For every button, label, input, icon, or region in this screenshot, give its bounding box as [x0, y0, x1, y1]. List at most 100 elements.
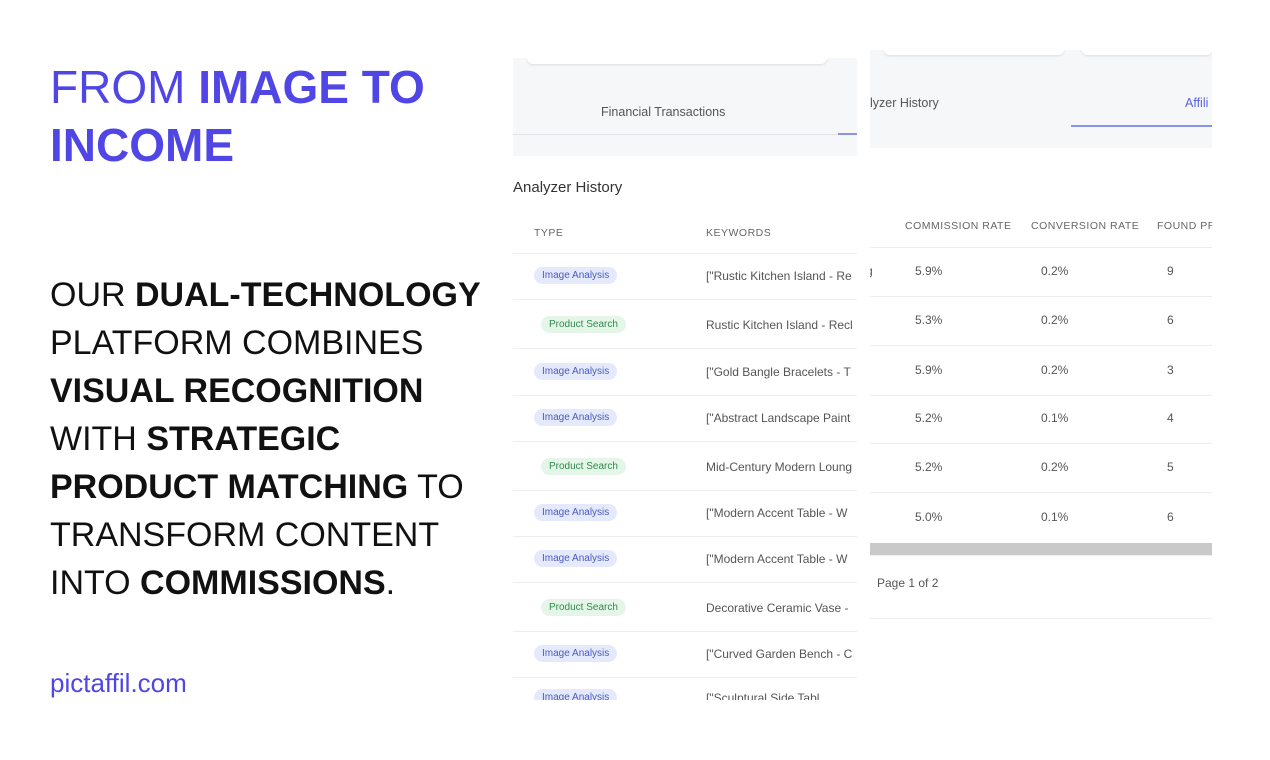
row-divider: [870, 345, 1212, 346]
text: .: [385, 564, 396, 602]
text: TRANSFORM CONTENT: [50, 516, 440, 554]
cell: 4: [1167, 411, 1174, 425]
pagination: Page 1 of 2: [877, 576, 939, 590]
type-badge: Product Search: [541, 316, 626, 333]
keyword: ["Modern Accent Table - W: [706, 506, 848, 520]
keyword-fragment: g: [870, 264, 873, 278]
divider: [870, 618, 1212, 619]
keyword: ["Sculptural Side Tabl: [706, 691, 820, 700]
cell: 0.2%: [1041, 460, 1069, 474]
cell: 5.2%: [915, 460, 943, 474]
tab-underline: [838, 133, 857, 135]
row-divider: [513, 299, 857, 300]
cell: 0.2%: [1041, 264, 1069, 278]
headline-line: FROM IMAGE TO: [50, 58, 425, 116]
cell: 5.9%: [915, 363, 943, 377]
cell: 0.2%: [1041, 313, 1069, 327]
text: OUR: [50, 276, 135, 314]
row-divider: [870, 395, 1212, 396]
row-divider: [870, 492, 1212, 493]
text: INTO: [50, 564, 141, 602]
row-divider: [513, 582, 857, 583]
text: TO: [408, 468, 464, 506]
website: pictaffil.com: [50, 668, 187, 698]
cell: 0.2%: [1041, 363, 1069, 377]
cell: 9: [1167, 264, 1174, 278]
body-line: OUR DUAL-TECHNOLOGY: [50, 271, 481, 319]
bold-text: INCOME: [50, 119, 234, 171]
headline-line: INCOME: [50, 116, 234, 174]
type-badge: Image Analysis: [534, 363, 618, 380]
cell: 0.1%: [1041, 411, 1069, 425]
keyword: Mid-Century Modern Loung: [706, 460, 853, 474]
type-badge: Image Analysis: [534, 550, 618, 567]
scrollbar: [870, 543, 1212, 555]
row-divider: [870, 296, 1212, 297]
card-edge: [527, 58, 827, 64]
keyword: ["Gold Bangle Bracelets - T: [706, 365, 851, 379]
cell: 5.0%: [915, 510, 943, 524]
type-badge: Image Analysis: [534, 267, 618, 284]
cell: 5.2%: [915, 411, 943, 425]
text: WITH: [50, 420, 147, 458]
body-line: VISUAL RECOGNITION: [50, 367, 423, 415]
analyzer-panel: Financial Transactions Analyzer History …: [513, 58, 857, 700]
bold-text: STRATEGIC: [146, 420, 341, 458]
tab-underline: [1071, 125, 1212, 127]
divider: [870, 247, 1212, 248]
row-divider: [513, 631, 857, 632]
column-header: FOUND PR: [1157, 220, 1212, 232]
body-line: PLATFORM COMBINES: [50, 319, 423, 367]
row-divider: [870, 443, 1212, 444]
text: PLATFORM COMBINES: [50, 324, 424, 362]
section-title: Analyzer History: [513, 179, 623, 196]
cell: 6: [1167, 510, 1174, 524]
bold-text: COMMISSIONS: [140, 564, 386, 602]
body-line: INTO COMMISSIONS.: [50, 559, 395, 607]
cell: 3: [1167, 363, 1174, 377]
cell: 0.1%: [1041, 510, 1069, 524]
type-badge: Image Analysis: [534, 504, 618, 521]
tab-bar: [870, 50, 1212, 148]
type-badge: Image Analysis: [534, 409, 618, 426]
cell: 6: [1167, 313, 1174, 327]
tab-line: [513, 134, 857, 135]
tab[interactable]: lyzer History: [870, 96, 939, 110]
column-header: COMMISSION RATE: [905, 220, 1012, 232]
keyword: Rustic Kitchen Island - Recl: [706, 318, 853, 332]
row-divider: [513, 536, 857, 537]
tab[interactable]: Financial Transactions: [601, 105, 726, 119]
body-line: TRANSFORM CONTENT: [50, 511, 439, 559]
text: FROM: [50, 61, 199, 113]
row-divider: [513, 441, 857, 442]
divider: [870, 555, 1212, 556]
affiliate-panel: lyzer History Affili Page 1 of 2 COMMISS…: [870, 50, 1212, 692]
bold-text: DUAL-TECHNOLOGY: [135, 276, 481, 314]
type-badge: Product Search: [541, 599, 626, 616]
type-badge: Product Search: [541, 458, 626, 475]
bold-text: PRODUCT MATCHING: [50, 468, 409, 506]
keyword: Decorative Ceramic Vase -: [706, 601, 849, 615]
divider: [513, 253, 857, 254]
row-divider: [513, 490, 857, 491]
cell: 5: [1167, 460, 1174, 474]
body-line: WITH STRATEGIC: [50, 415, 340, 463]
body-line: PRODUCT MATCHING TO: [50, 463, 464, 511]
keyword: ["Abstract Landscape Paint: [706, 411, 851, 425]
cell: 5.9%: [915, 264, 943, 278]
row-divider: [513, 348, 857, 349]
bold-text: IMAGE TO: [198, 61, 425, 113]
tab-bar: [513, 58, 857, 156]
keyword: ["Rustic Kitchen Island - Re: [706, 269, 852, 283]
cell: 5.3%: [915, 313, 943, 327]
column-header: TYPE: [534, 227, 564, 239]
card-edge: [1082, 50, 1212, 55]
row-divider: [513, 395, 857, 396]
row-divider: [513, 677, 857, 678]
card-edge: [884, 50, 1064, 55]
type-badge: Image Analysis: [534, 645, 618, 662]
keyword: ["Modern Accent Table - W: [706, 552, 848, 566]
keyword: ["Curved Garden Bench - C: [706, 647, 853, 661]
tab-active[interactable]: Affili: [1185, 96, 1209, 110]
